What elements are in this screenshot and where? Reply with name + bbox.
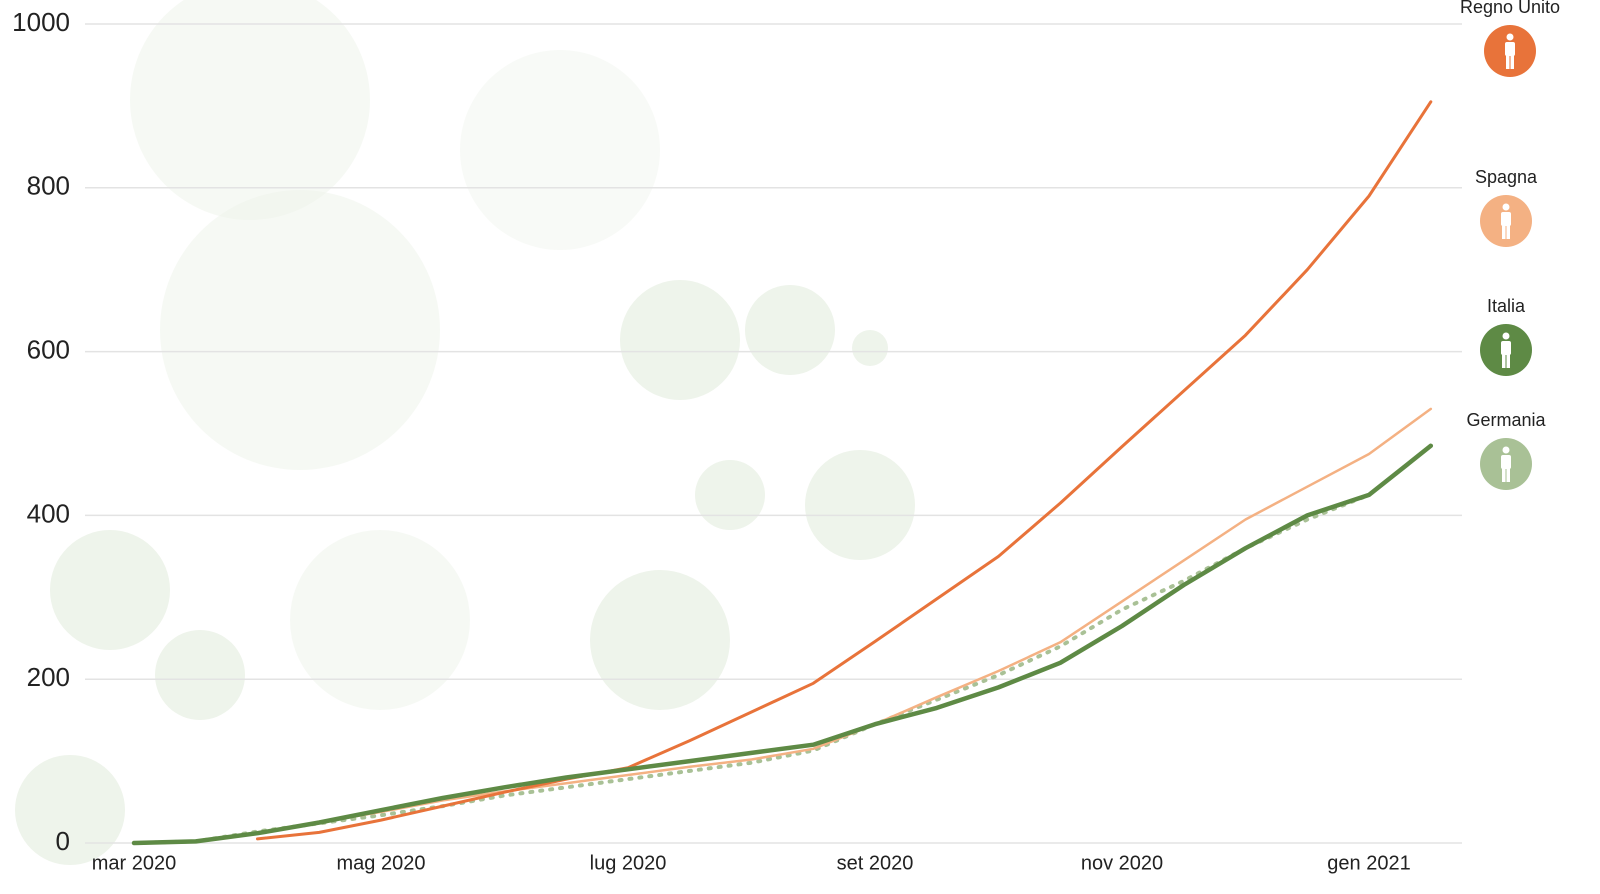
series-line bbox=[256, 100, 1433, 841]
x-tick-label: gen 2021 bbox=[1327, 852, 1410, 874]
icon-leg bbox=[1506, 225, 1510, 239]
y-tick-label: 600 bbox=[27, 334, 70, 364]
legend-label: Spagna bbox=[1475, 167, 1538, 187]
x-tick-label: mar 2020 bbox=[92, 852, 177, 874]
series-line bbox=[132, 492, 1371, 845]
person-icon bbox=[1501, 446, 1511, 482]
icon-leg bbox=[1510, 55, 1514, 69]
y-tick-label: 200 bbox=[27, 662, 70, 692]
legend-label: Regno Unito bbox=[1460, 0, 1560, 17]
y-tick-label: 800 bbox=[27, 171, 70, 201]
icon-leg bbox=[1502, 225, 1506, 239]
y-tick-label: 0 bbox=[56, 826, 70, 856]
series-line bbox=[131, 443, 1434, 846]
legend-label: Germania bbox=[1466, 410, 1546, 430]
icon-leg bbox=[1506, 354, 1510, 368]
person-icon bbox=[1505, 33, 1515, 69]
icon-body bbox=[1501, 212, 1511, 226]
icon-head bbox=[1502, 203, 1510, 211]
icon-body bbox=[1505, 42, 1515, 56]
icon-leg bbox=[1506, 55, 1510, 69]
icon-body bbox=[1501, 341, 1511, 355]
person-icon bbox=[1501, 332, 1511, 368]
x-tick-label: nov 2020 bbox=[1081, 852, 1163, 874]
icon-head bbox=[1502, 446, 1510, 454]
y-tick-label: 1000 bbox=[12, 7, 70, 37]
x-tick-label: lug 2020 bbox=[590, 852, 667, 874]
icon-leg bbox=[1502, 354, 1506, 368]
x-tick-label: set 2020 bbox=[837, 852, 914, 874]
legend-label: Italia bbox=[1487, 296, 1526, 316]
person-icon bbox=[1501, 203, 1511, 239]
icon-leg bbox=[1502, 468, 1506, 482]
y-tick-label: 400 bbox=[27, 498, 70, 528]
icon-head bbox=[1502, 332, 1510, 340]
icon-leg bbox=[1506, 468, 1510, 482]
background-splats bbox=[15, 0, 915, 865]
x-tick-label: mag 2020 bbox=[337, 852, 426, 874]
icon-head bbox=[1506, 33, 1514, 41]
icon-body bbox=[1501, 455, 1511, 469]
